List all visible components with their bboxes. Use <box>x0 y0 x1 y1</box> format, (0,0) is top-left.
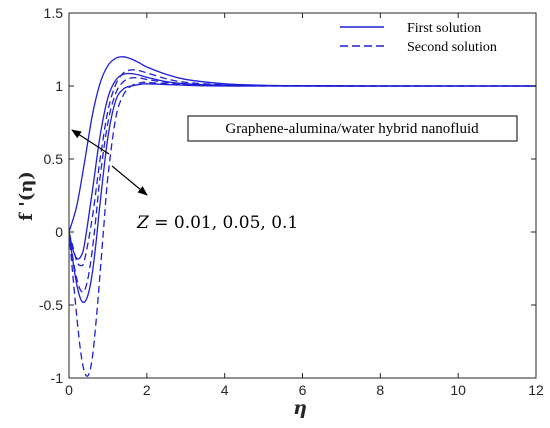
y-axis-ticks: -1 -0.5 0 0.5 1 1.5 <box>39 5 536 386</box>
x-axis-label: η <box>293 397 307 419</box>
x-tick-label: 2 <box>143 382 151 398</box>
y-tick-label: 1.5 <box>44 5 64 21</box>
annotation-arrow-up-left <box>71 129 110 155</box>
y-tick-label: -1 <box>51 370 64 386</box>
x-tick-label: 8 <box>376 382 384 398</box>
plot-area <box>68 12 537 379</box>
y-tick-label: 1 <box>55 78 63 94</box>
annotation-box: Graphene-alumina/water hybrid nanofluid <box>187 115 518 142</box>
x-tick-label: 12 <box>528 382 544 398</box>
annotation-arrow-down-right <box>111 165 148 196</box>
legend-label-second: Second solution <box>407 40 497 55</box>
annotation-parameter-values: 0.01, 0.05, 0.1 <box>174 213 298 233</box>
legend: First solution Second solution <box>340 21 497 55</box>
y-axis-label: f '(η) <box>16 171 37 221</box>
y-tick-label: 0 <box>55 224 63 240</box>
series-line-second-z-0-05 <box>69 76 536 293</box>
x-tick-label: 10 <box>450 382 466 398</box>
series-line-second-z-0-1 <box>69 81 536 377</box>
annotation-parameter: Z = 0.01, 0.05, 0.1 <box>136 213 298 233</box>
x-tick-label: 0 <box>65 382 73 398</box>
legend-label-first: First solution <box>407 21 481 36</box>
series-layer <box>69 56 536 377</box>
y-tick-label: 0.5 <box>44 151 64 167</box>
annotation-equals: = <box>149 213 174 233</box>
x-tick-label: 4 <box>221 382 229 398</box>
annotation-box-label: Graphene-alumina/water hybrid nanofluid <box>225 121 479 137</box>
y-tick-label: -0.5 <box>39 297 63 313</box>
x-tick-label: 6 <box>299 382 307 398</box>
x-axis-ticks: 0 2 4 6 8 10 12 <box>65 13 544 398</box>
